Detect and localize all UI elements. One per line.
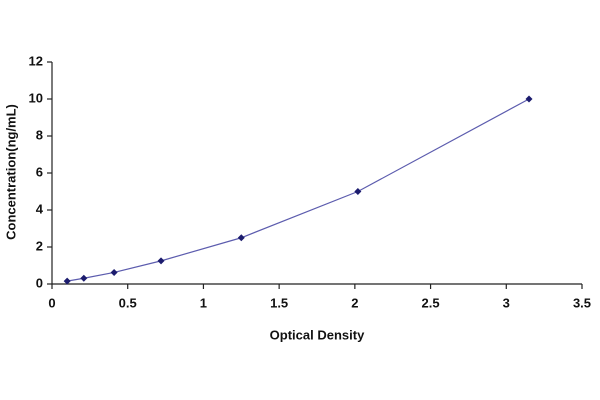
data-point	[237, 234, 245, 242]
x-tick-label: 1.5	[270, 295, 288, 310]
data-point	[525, 95, 533, 103]
x-tick-label: 2.5	[422, 295, 440, 310]
y-axis-label: Concentration(ng/mL)	[3, 104, 18, 240]
x-tick-label: 3	[503, 295, 510, 310]
data-point	[110, 268, 118, 276]
x-tick-label: 3.5	[573, 295, 591, 310]
data-point	[80, 274, 88, 282]
y-tick-label: 2	[36, 238, 43, 253]
data-point	[157, 257, 165, 265]
y-tick-label: 8	[36, 127, 43, 142]
y-tick-label: 0	[36, 275, 43, 290]
y-tick-label: 10	[29, 90, 43, 105]
x-tick-label: 2	[351, 295, 358, 310]
x-axis-label: Optical Density	[270, 327, 365, 342]
data-point	[354, 188, 362, 195]
x-tick-label: 0.5	[119, 295, 137, 310]
y-tick-label: 4	[36, 201, 44, 216]
y-tick-label: 12	[29, 53, 43, 68]
fit-curve	[67, 98, 530, 282]
x-tick-label: 1	[200, 295, 207, 310]
data-point	[63, 277, 71, 285]
y-tick-label: 6	[36, 164, 43, 179]
x-tick-label: 0	[48, 295, 55, 310]
